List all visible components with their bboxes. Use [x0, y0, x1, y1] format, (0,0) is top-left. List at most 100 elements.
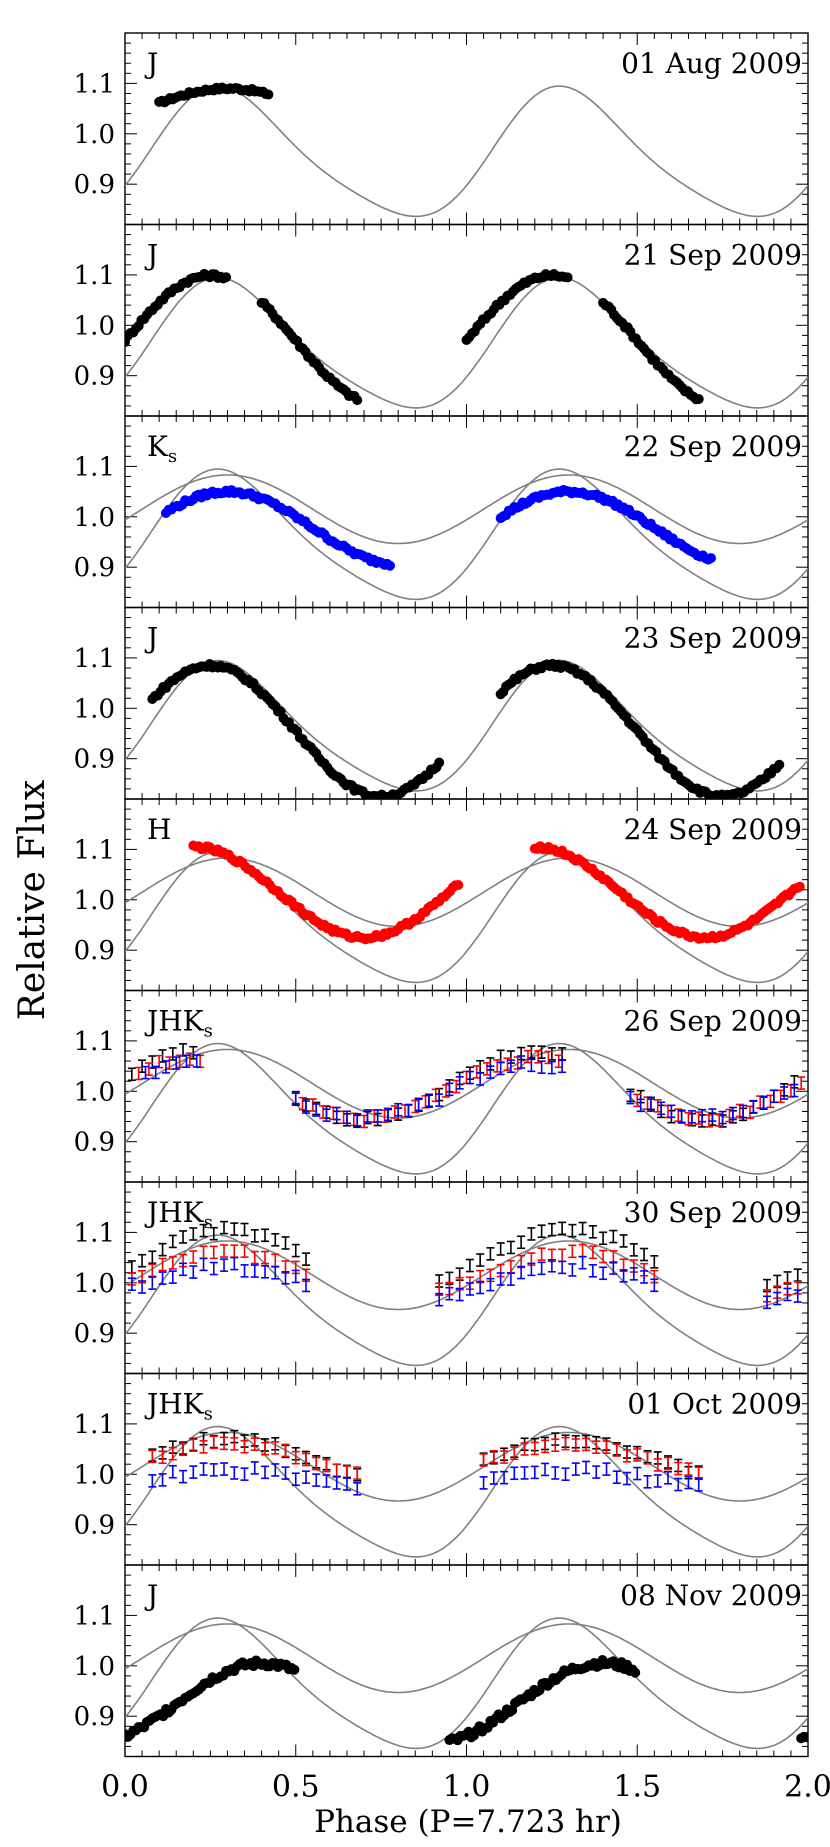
- error-bar-point: [793, 1289, 802, 1303]
- y-tick-label: 1.0: [74, 1077, 115, 1107]
- error-bar-point: [199, 1440, 208, 1454]
- data-point: [706, 553, 717, 564]
- error-bar-point: [517, 1265, 526, 1280]
- error-bar-point: [455, 1076, 464, 1090]
- band-subscript: s: [168, 446, 177, 467]
- y-tick-label: 1.0: [74, 694, 115, 724]
- data-point: [263, 89, 274, 100]
- error-bar-point: [394, 1102, 403, 1117]
- error-bar-point: [476, 1280, 485, 1295]
- data-point: [289, 1664, 300, 1675]
- error-bar-point: [322, 1108, 331, 1122]
- error-bar-point: [301, 1470, 310, 1484]
- series-Ks: [141, 1054, 799, 1127]
- error-bar-point: [424, 1094, 433, 1108]
- panel-1: 0.9 1.0 1.1 J 01 Aug 2009: [74, 32, 809, 226]
- error-bar-point: [588, 1245, 597, 1260]
- error-bar-point: [199, 1223, 208, 1238]
- date-label: 24 Sep 2009: [624, 813, 802, 846]
- error-bar-point: [588, 1225, 597, 1239]
- x-tick-label: 1.0: [443, 1770, 491, 1805]
- error-bar-point: [506, 1059, 515, 1074]
- error-bar-point: [619, 1269, 628, 1283]
- y-tick-label: 1.0: [74, 120, 115, 150]
- y-tick-label: 0.9: [74, 1702, 115, 1732]
- error-bar-point: [240, 1244, 249, 1258]
- error-bar-point: [582, 1437, 591, 1452]
- single-model-curve: [125, 85, 808, 218]
- single-model-curve: [125, 1425, 808, 1558]
- error-bar-point: [708, 1108, 717, 1122]
- error-bar-point: [527, 1227, 536, 1241]
- error-bar-point: [189, 1227, 198, 1241]
- error-bar-point: [199, 1245, 208, 1260]
- error-bar-point: [199, 1462, 208, 1476]
- error-bar-point: [551, 1438, 560, 1453]
- error-bar-point: [189, 1265, 198, 1279]
- panel-2: 0.9 1.0 1.1 J 21 Sep 2009: [74, 223, 809, 417]
- error-bar-point: [301, 1452, 310, 1467]
- y-tick-label: 1.1: [74, 835, 115, 865]
- panel-8: 0.9 1.0 1.1 JHKs 01 Oct 2009: [74, 1372, 809, 1566]
- series-H: [188, 840, 805, 945]
- model-curves: [125, 1234, 808, 1367]
- y-tick-label: 1.1: [74, 1027, 115, 1057]
- error-bar-point: [650, 1255, 659, 1269]
- error-bar-point: [230, 1256, 239, 1271]
- error-bar-point: [571, 1462, 580, 1476]
- error-bar-point: [271, 1266, 280, 1280]
- error-bar-point: [773, 1291, 782, 1306]
- x-tick-label: 0.0: [101, 1770, 149, 1805]
- error-bar-point: [179, 1262, 188, 1277]
- error-bar-point: [687, 1110, 696, 1124]
- error-bar-point: [240, 1467, 249, 1481]
- error-bar-point: [568, 1263, 577, 1277]
- band-label: H: [147, 813, 171, 846]
- error-bar-point: [179, 1230, 188, 1244]
- error-bar-point: [558, 1221, 567, 1236]
- error-bar-point: [209, 1261, 218, 1276]
- error-bar-point: [301, 1100, 310, 1114]
- error-bar-point: [561, 1436, 570, 1451]
- error-bar-point: [230, 1437, 239, 1451]
- error-bar-point: [465, 1258, 474, 1273]
- x-tick-label: 0.5: [272, 1770, 320, 1805]
- error-bar-point: [322, 1474, 331, 1488]
- double-model-curve: [125, 1623, 808, 1694]
- model-curves: [125, 85, 808, 218]
- error-bar-point: [500, 1450, 509, 1464]
- band-label: JHKs: [144, 1196, 213, 1233]
- error-bar-point: [749, 1100, 758, 1114]
- error-bar-point: [209, 1245, 218, 1260]
- error-bar-point: [209, 1435, 218, 1450]
- error-bar-point: [592, 1465, 601, 1479]
- y-tick-label: 1.1: [74, 261, 115, 291]
- error-bar-point: [510, 1466, 519, 1481]
- error-bar-point: [568, 1223, 577, 1238]
- error-bar-point: [261, 1250, 270, 1265]
- date-label: 22 Sep 2009: [624, 430, 802, 463]
- error-bar-point: [667, 1104, 676, 1119]
- error-bar-point: [342, 1477, 351, 1491]
- series-H: [127, 1243, 802, 1303]
- error-bar-point: [677, 1109, 686, 1124]
- error-bar-point: [148, 1474, 157, 1488]
- error-bar-point: [189, 1438, 198, 1453]
- error-bar-point: [558, 1248, 567, 1263]
- single-model-curve: [125, 851, 808, 984]
- error-bar-point: [537, 1060, 546, 1074]
- single-model-curve: [125, 1234, 808, 1367]
- y-tick-label: 0.9: [74, 1319, 115, 1349]
- y-tick-label: 1.1: [74, 69, 115, 99]
- error-bar-point: [684, 1462, 693, 1476]
- y-tick-label: 0.9: [74, 936, 115, 966]
- date-label: 21 Sep 2009: [624, 239, 802, 272]
- error-bar-point: [179, 1469, 188, 1484]
- error-bar-point: [578, 1255, 587, 1270]
- error-bar-point: [599, 1266, 608, 1281]
- error-bar-point: [445, 1082, 454, 1097]
- error-bar-point: [479, 1453, 488, 1467]
- series-H: [134, 1049, 806, 1129]
- error-bar-point: [271, 1253, 280, 1268]
- band-label: J: [144, 622, 158, 655]
